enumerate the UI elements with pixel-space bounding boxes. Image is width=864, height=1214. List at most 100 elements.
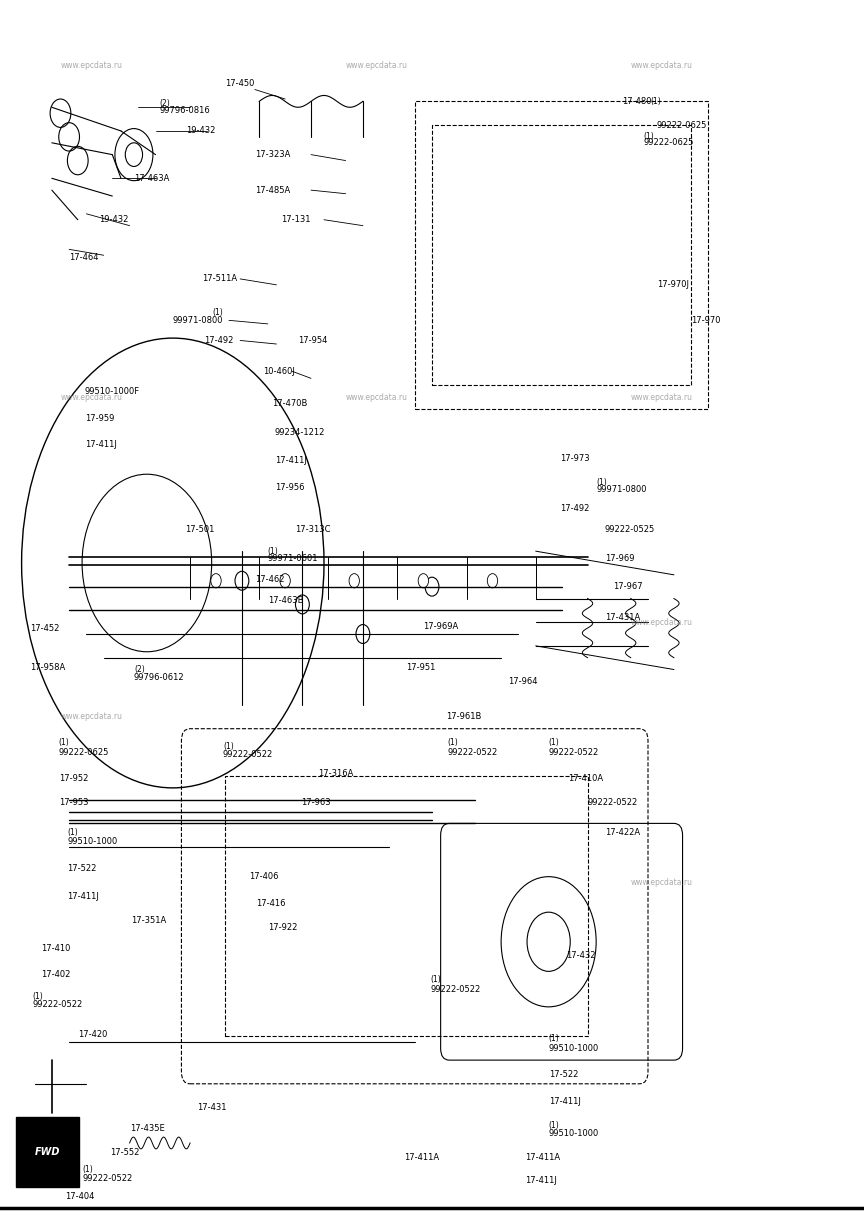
Circle shape — [487, 574, 498, 588]
Text: 17-411J: 17-411J — [67, 892, 99, 901]
Text: 99222-0525: 99222-0525 — [605, 526, 655, 534]
Text: www.epcdata.ru: www.epcdata.ru — [631, 62, 693, 70]
Text: www.epcdata.ru: www.epcdata.ru — [60, 713, 123, 721]
Text: 17-435E: 17-435E — [130, 1124, 164, 1134]
Text: 17-963: 17-963 — [301, 798, 330, 806]
Text: 17-522: 17-522 — [549, 1070, 578, 1079]
Circle shape — [349, 574, 359, 588]
Text: 17-511A: 17-511A — [202, 274, 238, 283]
Text: 17-131: 17-131 — [281, 215, 310, 225]
Text: (1): (1) — [59, 738, 69, 748]
Text: 17-464: 17-464 — [69, 253, 98, 262]
Text: 99510-1000: 99510-1000 — [549, 1044, 599, 1053]
Text: www.epcdata.ru: www.epcdata.ru — [631, 393, 693, 402]
Text: 17-952: 17-952 — [59, 773, 88, 783]
Text: 17-351A: 17-351A — [131, 915, 167, 925]
Text: (1): (1) — [651, 97, 661, 106]
Text: 99222-0522: 99222-0522 — [549, 748, 599, 756]
Text: 17-411A: 17-411A — [404, 1152, 440, 1162]
Text: (1): (1) — [82, 1164, 92, 1174]
Text: 17-411J: 17-411J — [549, 1097, 581, 1106]
Text: 17-501: 17-501 — [185, 526, 214, 534]
Text: 17-922: 17-922 — [268, 923, 297, 932]
Text: 17-411J: 17-411J — [525, 1176, 557, 1185]
Text: 17-967: 17-967 — [613, 583, 643, 591]
Circle shape — [425, 577, 439, 596]
Text: 17-416: 17-416 — [256, 900, 285, 908]
Text: (1): (1) — [549, 1121, 559, 1130]
Text: 17-969A: 17-969A — [423, 623, 459, 631]
Text: 17-450: 17-450 — [226, 79, 255, 89]
Text: www.epcdata.ru: www.epcdata.ru — [60, 393, 123, 402]
Text: 99971-0601: 99971-0601 — [268, 554, 318, 563]
Text: 99222-0522: 99222-0522 — [430, 985, 480, 993]
Text: 17-323A: 17-323A — [255, 151, 290, 159]
Text: 17-470B: 17-470B — [272, 398, 308, 408]
Text: (1): (1) — [549, 1034, 559, 1043]
Text: (1): (1) — [268, 546, 278, 556]
Text: 17-406: 17-406 — [249, 872, 278, 881]
Text: www.epcdata.ru: www.epcdata.ru — [631, 878, 693, 887]
Text: 17-422A: 17-422A — [605, 828, 640, 838]
Text: 17-431A: 17-431A — [605, 613, 640, 622]
Text: 99510-1000: 99510-1000 — [549, 1129, 599, 1138]
Text: 17-316A: 17-316A — [318, 770, 353, 778]
Text: 17-420: 17-420 — [78, 1029, 107, 1039]
FancyBboxPatch shape — [16, 1117, 79, 1187]
Text: (1): (1) — [33, 992, 43, 1000]
Text: 17-462: 17-462 — [255, 575, 284, 584]
Circle shape — [295, 595, 309, 614]
Text: 17-522: 17-522 — [67, 864, 97, 873]
Text: 17-432: 17-432 — [566, 952, 595, 960]
Text: 99234-1212: 99234-1212 — [275, 429, 325, 437]
Text: 19-432: 19-432 — [99, 215, 129, 225]
Text: 17-410A: 17-410A — [569, 773, 604, 783]
Text: 99222-0522: 99222-0522 — [33, 1000, 83, 1009]
Text: (1): (1) — [213, 307, 223, 317]
Text: 99971-0800: 99971-0800 — [596, 486, 646, 494]
Text: 17-402: 17-402 — [41, 970, 71, 980]
Text: 17-961B: 17-961B — [446, 713, 481, 721]
Circle shape — [211, 574, 221, 588]
Circle shape — [356, 624, 370, 643]
Text: 17-964: 17-964 — [508, 677, 537, 686]
Text: (1): (1) — [430, 975, 441, 985]
Text: 17-492: 17-492 — [560, 504, 589, 514]
Text: 17-951: 17-951 — [406, 663, 435, 671]
Text: 99222-0522: 99222-0522 — [223, 750, 273, 759]
Text: 10-460J: 10-460J — [264, 367, 295, 376]
Circle shape — [418, 574, 429, 588]
Text: 99796-0612: 99796-0612 — [134, 674, 185, 682]
Text: 17-452: 17-452 — [30, 624, 60, 632]
Text: 17-953: 17-953 — [59, 798, 88, 806]
Text: 17-411A: 17-411A — [525, 1152, 561, 1162]
Text: 17-480: 17-480 — [622, 97, 651, 106]
Text: 17-313C: 17-313C — [295, 526, 331, 534]
Text: 17-959: 17-959 — [85, 414, 114, 424]
Text: 17-485A: 17-485A — [255, 186, 290, 194]
Text: 17-970J: 17-970J — [657, 280, 689, 289]
Text: (1): (1) — [644, 132, 654, 141]
Text: (1): (1) — [549, 738, 559, 748]
Text: FWD: FWD — [35, 1147, 60, 1157]
Text: 99222-0522: 99222-0522 — [448, 748, 498, 756]
Text: 17-404: 17-404 — [65, 1192, 94, 1201]
Circle shape — [235, 572, 249, 590]
Text: (2): (2) — [134, 665, 144, 674]
Text: 17-954: 17-954 — [298, 336, 327, 345]
Text: 99222-0625: 99222-0625 — [59, 748, 109, 756]
Text: 17-973: 17-973 — [560, 454, 589, 464]
Text: 99510-1000F: 99510-1000F — [85, 387, 140, 396]
Text: (1): (1) — [596, 478, 607, 487]
Bar — [225, 776, 588, 1037]
Text: 17-431: 17-431 — [197, 1104, 226, 1112]
Text: www.epcdata.ru: www.epcdata.ru — [60, 62, 123, 70]
Text: 17-970: 17-970 — [691, 316, 721, 325]
Text: 17-552: 17-552 — [111, 1148, 140, 1157]
Text: 17-410: 17-410 — [41, 944, 71, 953]
Text: 17-492: 17-492 — [204, 336, 233, 345]
Text: 99510-1000: 99510-1000 — [67, 836, 118, 846]
Text: 19-432: 19-432 — [186, 126, 215, 136]
Text: 17-411J: 17-411J — [85, 441, 117, 449]
Text: 99222-0522: 99222-0522 — [82, 1174, 132, 1182]
